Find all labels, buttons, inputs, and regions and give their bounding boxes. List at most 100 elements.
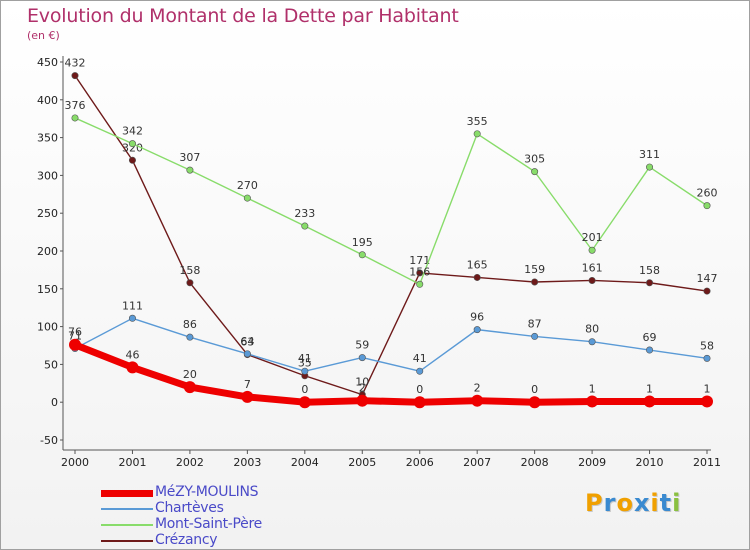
data-label-mezy-moulins: 1 [704,382,711,395]
data-label-mezy-moulins: 20 [183,368,197,381]
legend-swatch [101,508,153,510]
data-label-charteves: 71 [68,330,82,343]
data-label-crezancy: 158 [639,264,660,277]
data-point-mont-saint-pere [186,166,194,174]
data-label-charteves: 59 [355,339,369,352]
chart-title: Evolution du Montant de la Dette par Hab… [27,5,459,27]
data-label-crezancy: 147 [697,272,718,285]
data-label-mezy-moulins: 0 [531,383,538,396]
logo-letter: r [603,489,617,517]
data-label-charteves: 41 [298,352,312,365]
data-point-mezy-moulins [586,395,599,408]
data-point-mont-saint-pere [128,140,136,148]
data-label-mont-saint-pere: 201 [582,231,603,244]
data-label-charteves: 111 [122,299,143,312]
x-tick-label: 2001 [118,456,146,469]
proxiti-logo: Proxiti [585,489,681,517]
x-tick-label: 2009 [578,456,606,469]
data-point-crezancy [128,156,136,164]
data-label-charteves: 41 [413,352,427,365]
x-tick-label: 2004 [291,456,319,469]
x-tick-label: 2007 [463,456,491,469]
data-point-mezy-moulins [126,361,139,374]
data-label-mont-saint-pere: 342 [122,125,143,138]
data-label-mezy-moulins: 0 [301,383,308,396]
data-point-charteves [358,354,366,362]
logo-letter: i [672,489,682,517]
data-point-mont-saint-pere [301,222,309,230]
data-label-mont-saint-pere: 270 [237,179,258,192]
data-point-mont-saint-pere [243,194,251,202]
data-point-mezy-moulins [528,396,541,409]
data-label-mont-saint-pere: 305 [524,153,545,166]
data-point-mezy-moulins [298,396,311,409]
y-tick-label: 200 [37,245,58,258]
data-label-charteves: 87 [528,317,542,330]
data-label-charteves: 96 [470,311,484,324]
legend-swatch [101,540,153,542]
data-point-charteves [301,367,309,375]
series-line-mezy-moulins [71,341,711,406]
data-label-mont-saint-pere: 233 [294,207,315,220]
data-label-mezy-moulins: 1 [589,382,596,395]
data-point-mont-saint-pere [646,163,654,171]
data-label-crezancy: 159 [524,263,545,276]
data-point-mezy-moulins [701,395,713,408]
legend-label: Crézancy [155,532,218,548]
data-label-crezancy: 158 [179,264,200,277]
data-point-charteves [473,326,481,334]
data-label-mont-saint-pere: 260 [697,187,718,200]
data-point-mont-saint-pere [71,114,79,122]
data-point-crezancy [588,276,596,284]
y-tick-label: 0 [51,396,58,409]
data-point-charteves [646,346,654,354]
data-label-mezy-moulins: 7 [244,378,251,391]
data-label-charteves: 86 [183,318,197,331]
x-tick-label: 2005 [348,456,376,469]
y-tick-label: 350 [37,132,58,145]
data-point-crezancy [473,273,481,281]
series-line-crezancy [74,74,708,396]
x-tick-label: 2010 [636,456,664,469]
data-point-mezy-moulins [413,396,426,409]
data-label-charteves: 80 [585,323,599,336]
data-point-crezancy [646,279,654,287]
x-tick-label: 2011 [693,456,721,469]
chart-subtitle: (en €) [27,29,60,42]
data-point-charteves [531,332,539,340]
data-label-crezancy: 171 [409,254,430,267]
data-point-mont-saint-pere [531,168,539,176]
x-tick-label: 2008 [521,456,549,469]
x-tick-label: 2003 [233,456,261,469]
data-point-mezy-moulins [471,394,484,407]
x-tick-label: 2000 [61,456,89,469]
data-point-charteves [588,338,596,346]
data-point-mezy-moulins [643,395,656,408]
data-label-mezy-moulins: 2 [474,382,481,395]
data-point-mont-saint-pere [473,130,481,138]
y-tick-label: 100 [37,321,58,334]
data-label-crezancy: 165 [467,258,488,271]
data-label-mont-saint-pere: 355 [467,115,488,128]
x-tick-label: 2006 [406,456,434,469]
x-tick-label: 2002 [176,456,204,469]
data-point-mezy-moulins [69,338,81,351]
data-label-mont-saint-pere: 307 [179,151,200,164]
y-tick-label: -50 [40,434,58,447]
data-point-charteves [186,333,194,341]
data-point-mont-saint-pere [358,251,366,259]
data-point-charteves [243,350,251,358]
data-point-crezancy [703,287,711,295]
data-label-mont-saint-pere: 195 [352,236,373,249]
y-tick-label: 250 [37,207,58,220]
data-point-mezy-moulins [356,394,369,407]
data-label-charteves: 64 [240,335,254,348]
data-point-mezy-moulins [183,381,196,394]
data-point-charteves [703,354,711,362]
data-label-mezy-moulins: 2 [359,382,366,395]
data-point-crezancy [71,72,79,80]
y-tick-label: 400 [37,94,58,107]
logo-letter: i [650,489,660,517]
